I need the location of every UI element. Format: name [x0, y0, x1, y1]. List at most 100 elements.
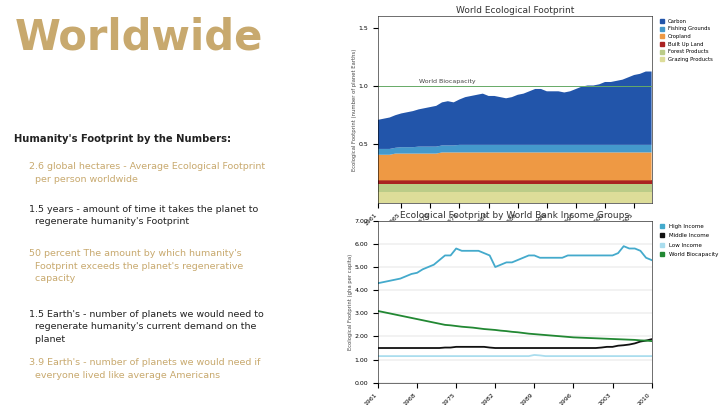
- Middle Income: [508, 345, 516, 350]
- Low Income: [586, 354, 595, 358]
- Y-axis label: Ecological Footprint (number of planet Earths): Ecological Footprint (number of planet E…: [352, 48, 357, 171]
- Middle Income: [642, 338, 650, 343]
- Low Income: [485, 354, 494, 358]
- High Income: [379, 279, 388, 284]
- Low Income: [480, 354, 488, 358]
- World Biocapacity: [452, 324, 461, 328]
- Low Income: [452, 354, 461, 358]
- Middle Income: [430, 345, 438, 350]
- High Income: [452, 246, 461, 251]
- Middle Income: [597, 345, 606, 350]
- Low Income: [402, 354, 410, 358]
- Low Income: [508, 354, 516, 358]
- High Income: [413, 271, 421, 275]
- Low Income: [430, 354, 438, 358]
- Text: 1.5 years - amount of time it takes the planet to
  regenerate humanity's Footpr: 1.5 years - amount of time it takes the …: [29, 205, 258, 226]
- High Income: [508, 260, 516, 265]
- Low Income: [636, 354, 644, 358]
- World Biocapacity: [390, 312, 399, 317]
- Middle Income: [408, 345, 416, 350]
- High Income: [558, 255, 567, 260]
- Legend: High Income, Middle Income, Low Income, World Biocapacity: High Income, Middle Income, Low Income, …: [660, 224, 718, 257]
- High Income: [374, 281, 382, 286]
- World Biocapacity: [541, 333, 550, 337]
- World Biocapacity: [430, 320, 438, 325]
- Middle Income: [497, 345, 505, 350]
- Middle Income: [485, 345, 494, 350]
- Line: Middle Income: Middle Income: [378, 339, 652, 348]
- High Income: [497, 262, 505, 267]
- Middle Income: [564, 345, 572, 350]
- Low Income: [564, 354, 572, 358]
- World Biocapacity: [536, 332, 544, 337]
- Low Income: [396, 354, 405, 358]
- Low Income: [457, 354, 466, 358]
- World Biocapacity: [647, 339, 656, 343]
- World Biocapacity: [558, 334, 567, 339]
- High Income: [457, 248, 466, 253]
- Line: High Income: High Income: [378, 246, 652, 283]
- Text: 2.6 global hectares - Average Ecological Footprint
  per person worldwide: 2.6 global hectares - Average Ecological…: [29, 162, 265, 183]
- High Income: [474, 248, 483, 253]
- Middle Income: [631, 341, 639, 346]
- Low Income: [597, 354, 606, 358]
- High Income: [608, 253, 617, 258]
- World Biocapacity: [402, 314, 410, 319]
- Middle Income: [413, 345, 421, 350]
- World Biocapacity: [597, 336, 606, 341]
- Middle Income: [524, 345, 533, 350]
- World Biocapacity: [591, 336, 600, 341]
- Low Income: [408, 354, 416, 358]
- Middle Income: [379, 345, 388, 350]
- Middle Income: [374, 345, 382, 350]
- World Biocapacity: [502, 329, 510, 334]
- High Income: [485, 253, 494, 258]
- Low Income: [385, 354, 394, 358]
- Y-axis label: Ecological Footprint (gha per capita): Ecological Footprint (gha per capita): [348, 254, 353, 350]
- High Income: [546, 255, 555, 260]
- High Income: [396, 276, 405, 281]
- Low Income: [591, 354, 600, 358]
- Middle Income: [591, 345, 600, 350]
- High Income: [430, 262, 438, 267]
- Middle Income: [580, 345, 589, 350]
- World Biocapacity: [625, 337, 634, 342]
- Middle Income: [474, 344, 483, 349]
- High Income: [424, 264, 433, 269]
- World Biocapacity: [474, 326, 483, 331]
- High Income: [552, 255, 561, 260]
- Low Income: [530, 352, 539, 357]
- Low Income: [374, 354, 382, 358]
- Low Income: [497, 354, 505, 358]
- High Income: [569, 253, 577, 258]
- World Biocapacity: [480, 326, 488, 331]
- Middle Income: [457, 344, 466, 349]
- High Income: [469, 248, 477, 253]
- Middle Income: [385, 345, 394, 350]
- World Biocapacity: [374, 309, 382, 313]
- World Biocapacity: [497, 328, 505, 333]
- World Biocapacity: [491, 328, 500, 333]
- Low Income: [435, 354, 444, 358]
- Low Income: [580, 354, 589, 358]
- World Biocapacity: [513, 330, 522, 335]
- Low Income: [446, 354, 455, 358]
- Low Income: [619, 354, 628, 358]
- High Income: [524, 253, 533, 258]
- Middle Income: [390, 345, 399, 350]
- Middle Income: [608, 344, 617, 349]
- World Biocapacity: [469, 325, 477, 330]
- Low Income: [379, 354, 388, 358]
- High Income: [441, 253, 449, 258]
- High Income: [502, 260, 510, 265]
- High Income: [519, 255, 528, 260]
- Middle Income: [530, 345, 539, 350]
- Middle Income: [541, 345, 550, 350]
- High Income: [597, 253, 606, 258]
- World Biocapacity: [446, 323, 455, 328]
- High Income: [642, 255, 650, 260]
- World Biocapacity: [586, 336, 595, 341]
- High Income: [536, 255, 544, 260]
- Middle Income: [536, 345, 544, 350]
- Text: Worldwide: Worldwide: [14, 16, 263, 58]
